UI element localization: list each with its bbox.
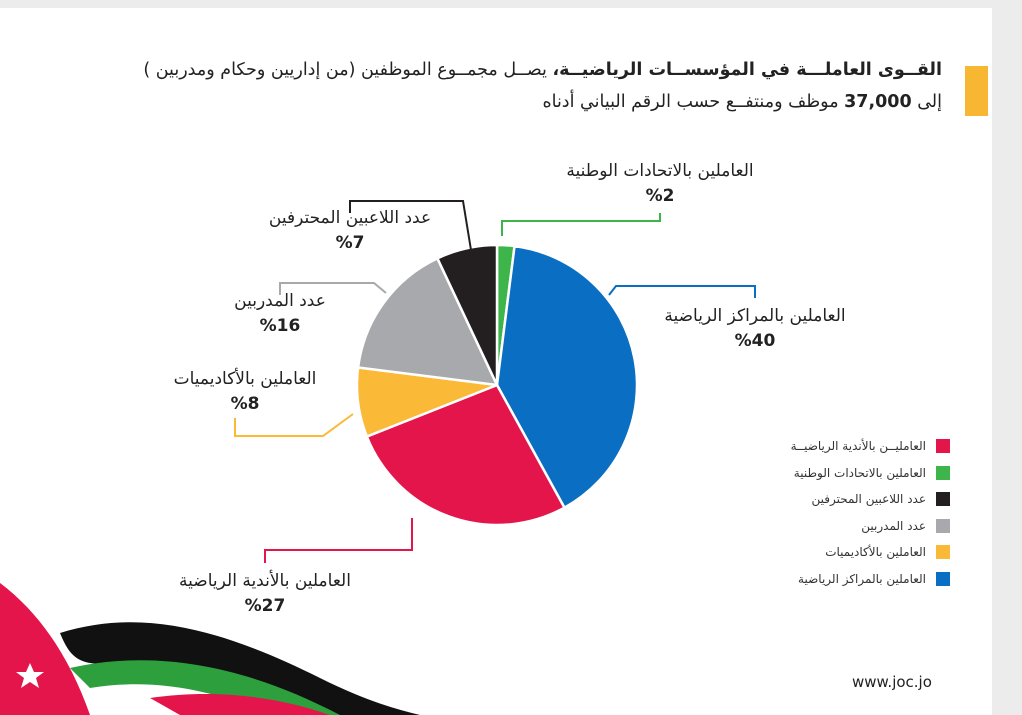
pie-slice (365, 383, 567, 527)
pie-slice (435, 243, 499, 386)
jordan-flag-decoration (0, 583, 420, 715)
heading-line-2: إلى 37,000 موظف ومنتفــع حسب الرقم البيا… (22, 86, 942, 118)
slice-percent-label: %7 (336, 233, 365, 253)
accent-bar (965, 66, 988, 116)
slice-percent-label: %2 (646, 186, 675, 206)
legend-item: العامليــن بالأندية الرياضيــة (700, 433, 950, 460)
legend-swatch (936, 545, 950, 560)
callout-line (608, 285, 756, 298)
callout-line (264, 518, 413, 563)
slice-percent-label: %8 (231, 394, 260, 414)
legend-item: العاملين بالاتحادات الوطنية (700, 460, 950, 487)
pie-chart: العاملين بالاتحادات الوطنية %2 العاملين با… (174, 161, 846, 616)
legend-item: العاملين بالأكاديميات (700, 539, 950, 566)
callout-line (279, 282, 387, 295)
callout-line (349, 200, 472, 251)
legend-swatch (936, 465, 950, 480)
slice-percent-label: %40 (735, 331, 776, 351)
heading-bold: القــوى العاملـــة في المؤسســات الرياضي… (552, 60, 942, 80)
legend-label: العاملين بالمراكز الرياضية (798, 571, 926, 586)
legend-swatch (936, 571, 950, 586)
legend-item: عدد المدربين (700, 513, 950, 540)
pie-slice (356, 256, 500, 387)
slice-label: العاملين بالأكاديميات (174, 368, 317, 389)
legend-swatch (936, 439, 950, 454)
slice-percent-label: %16 (260, 316, 301, 336)
heading-number: 37,000 (844, 92, 912, 112)
heading-rest: يصــل مجمــوع الموظفين (من إداريين وحكام… (143, 60, 553, 80)
legend-label: عدد اللاعبين المحترفين (811, 492, 926, 507)
slice-label: العاملين بالمراكز الرياضية (664, 306, 845, 326)
pie-slice (495, 244, 639, 510)
slice-label: العاملين بالاتحادات الوطنية (566, 161, 753, 181)
legend-swatch (936, 492, 950, 507)
legend-item: عدد اللاعبين المحترفين (700, 486, 950, 513)
footer-url: www.joc.jo (852, 673, 932, 691)
slice-label: عدد اللاعبين المحترفين (269, 208, 431, 228)
heading-text: القــوى العاملـــة في المؤسســات الرياضي… (22, 54, 942, 118)
legend-item: العاملين بالمراكز الرياضية (700, 566, 950, 593)
legend-label: العامليــن بالأندية الرياضيــة (790, 439, 926, 454)
slice-percent-label: %27 (245, 596, 286, 616)
callout-line (234, 413, 354, 437)
legend-label: العاملين بالاتحادات الوطنية (793, 465, 926, 480)
heading-line-1: القــوى العاملـــة في المؤسســات الرياضي… (22, 54, 942, 86)
legend-swatch (936, 518, 950, 533)
legend-label: العاملين بالأكاديميات (825, 545, 926, 560)
chart-legend: العامليــن بالأندية الرياضيــة العاملين ب… (700, 433, 950, 592)
slice-label: عدد المدربين (234, 291, 326, 311)
infographic-page: القــوى العاملـــة في المؤسســات الرياضي… (0, 8, 992, 715)
callout-line (501, 213, 661, 236)
slice-label: العاملين بالأندية الرياضية (179, 570, 351, 591)
legend-label: عدد المدربين (861, 518, 926, 533)
heading-rest-2: موظف ومنتفــع حسب الرقم البياني أدناه (542, 92, 845, 112)
heading-pre: إلى (911, 92, 942, 112)
